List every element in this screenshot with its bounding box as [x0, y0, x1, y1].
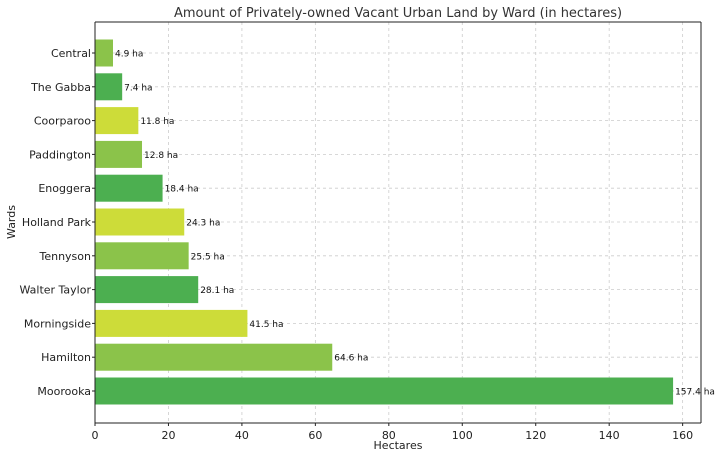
data-label: 12.8 ha: [144, 151, 178, 161]
bar: [95, 140, 143, 168]
bar: [95, 276, 199, 304]
bar: [95, 73, 123, 101]
y-tick-label: Hamilton: [41, 351, 91, 364]
axis-layer: Central The Gabba Coorparoo Paddington Enogg…: [19, 21, 702, 442]
bar: [95, 343, 333, 371]
x-tick-label: 100: [452, 429, 473, 442]
y-tick-label: Morningside: [24, 317, 91, 330]
x-tick-label: 40: [235, 429, 249, 442]
bar: [95, 309, 248, 337]
x-tick-label: 80: [382, 429, 396, 442]
data-label: 18.4 ha: [165, 185, 199, 195]
data-label: 28.1 ha: [200, 286, 234, 296]
chart-title: Amount of Privately-owned Vacant Urban L…: [174, 6, 622, 21]
y-tick-label: Central: [51, 47, 91, 60]
y-tick-label: Enoggera: [38, 182, 91, 195]
data-label: 24.3 ha: [186, 219, 220, 229]
y-tick-label: Moorooka: [37, 385, 91, 398]
y-tick-label: The Gabba: [30, 81, 91, 94]
data-label: 157.4 ha: [675, 388, 715, 398]
data-label: 64.6 ha: [334, 354, 368, 364]
x-tick-label: 20: [161, 429, 175, 442]
y-tick-label: Holland Park: [22, 216, 92, 229]
y-tick-label: Paddington: [29, 148, 91, 161]
bar: [95, 242, 189, 270]
y-tick-label: Walter Taylor: [19, 284, 91, 297]
data-label: 7.4 ha: [124, 83, 152, 93]
y-axis-label: Wards: [5, 205, 18, 239]
data-label: 25.5 ha: [191, 252, 225, 262]
data-label: 11.8 ha: [140, 117, 174, 127]
x-tick-label: 0: [92, 429, 99, 442]
x-tick-label: 120: [525, 429, 546, 442]
bar: [95, 377, 674, 405]
bar: [95, 208, 185, 236]
x-tick-label: 60: [308, 429, 322, 442]
bar: [95, 107, 139, 135]
bar-layer: 4.9 ha 7.4 ha 11.8 ha 12.8 ha 18.4 ha 24.3 ha…: [95, 39, 715, 405]
data-label: 41.5 ha: [249, 320, 283, 330]
bar: [95, 39, 113, 67]
x-tick-label: 140: [599, 429, 620, 442]
bar: [95, 174, 163, 202]
y-tick-label: Coorparoo: [34, 115, 91, 128]
data-label: 4.9 ha: [115, 50, 143, 60]
y-tick-label: Tennyson: [38, 250, 91, 263]
x-tick-label: 160: [672, 429, 693, 442]
x-axis-label: Hectares: [374, 439, 423, 452]
